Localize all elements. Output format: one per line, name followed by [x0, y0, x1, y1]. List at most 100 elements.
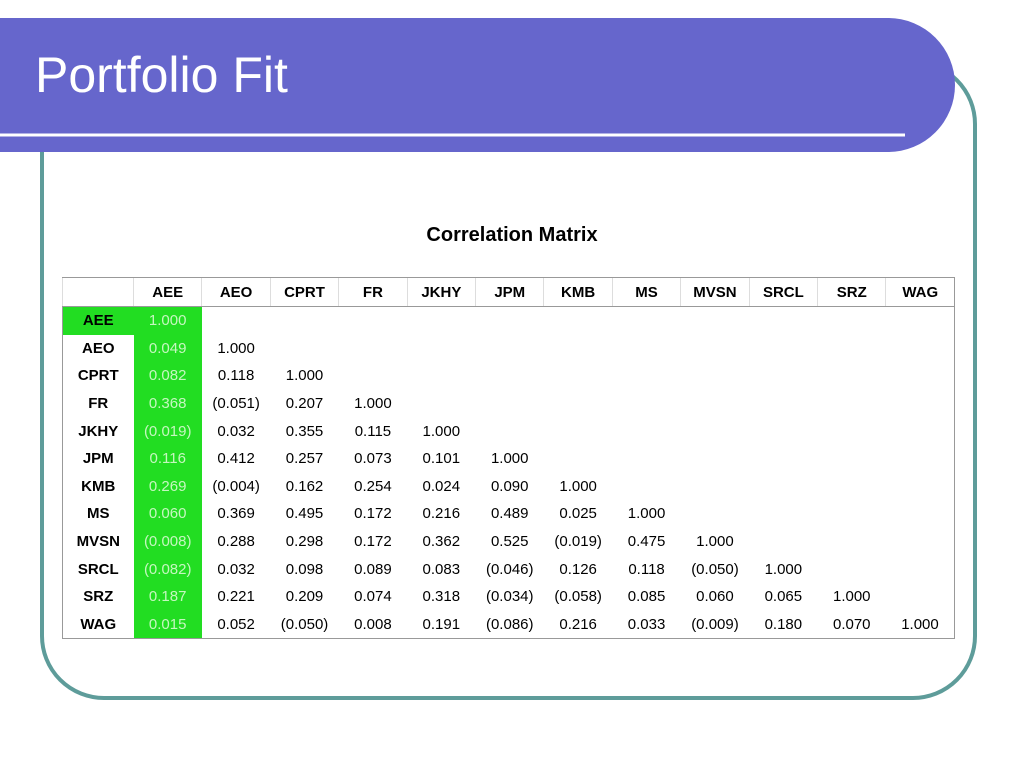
- empty-cell: [612, 307, 680, 335]
- table-cell: (0.050): [280, 615, 329, 633]
- empty-cell: [886, 528, 955, 556]
- row-header: JPM: [82, 450, 114, 468]
- column-header: SRZ: [817, 277, 886, 307]
- row-header: KMB: [81, 477, 116, 495]
- table-cell: 0.355: [285, 422, 324, 440]
- header-row: AEE AEO CPRT FR JKHY JPM KMB MS MVSN SRCL SRZ WAG: [62, 277, 955, 307]
- empty-cell: [544, 445, 612, 473]
- empty-cell: [681, 445, 749, 473]
- empty-cell: [749, 390, 817, 418]
- table-cell: 0.008: [354, 615, 392, 633]
- table-cell: (0.034): [485, 588, 534, 606]
- empty-cell: [681, 417, 749, 445]
- table-cell: 0.126: [559, 560, 597, 578]
- table-cell: (0.050): [691, 560, 739, 578]
- table-cell: 0.060: [133, 500, 202, 528]
- empty-cell: [749, 307, 817, 335]
- table-cell: 0.052: [217, 615, 255, 633]
- empty-cell: [886, 390, 955, 418]
- title-band: [0, 18, 955, 152]
- empty-cell: [681, 362, 749, 390]
- row-header: MVSN: [76, 533, 120, 551]
- table-cell: 1.000: [217, 339, 255, 357]
- table-cell: (0.019): [554, 533, 602, 551]
- empty-cell: [612, 335, 680, 363]
- table-row: MS 0.060 0.369 0.495 0.172 0.216 0.489 0.025 1.0…: [63, 500, 955, 528]
- table-cell: 0.475: [627, 533, 666, 551]
- table-cell: 1.000: [422, 422, 461, 440]
- empty-cell: [886, 583, 955, 611]
- column-header: JPM: [475, 277, 544, 307]
- column-header: MS: [611, 277, 681, 307]
- table-cell: 0.368: [133, 389, 202, 418]
- table-cell: 0.025: [559, 505, 597, 523]
- table-cell: 0.191: [422, 615, 461, 633]
- column-header: WAG: [885, 277, 955, 307]
- column-header: KMB: [543, 277, 613, 307]
- table-cell: 1.000: [764, 560, 803, 578]
- table-cell: 0.257: [285, 450, 324, 468]
- table-cell: 0.172: [354, 505, 392, 523]
- empty-cell: [476, 307, 544, 335]
- table-cell: 0.209: [285, 588, 324, 606]
- empty-cell: [749, 473, 817, 501]
- table-cell: 0.049: [133, 334, 202, 363]
- table-cell: (0.019): [133, 417, 202, 445]
- table-cell: 0.180: [764, 615, 803, 633]
- table-cell: 0.187: [133, 582, 202, 611]
- table-cell: 0.085: [627, 588, 666, 606]
- empty-cell: [476, 417, 544, 445]
- empty-cell: [818, 473, 886, 501]
- table-cell: 0.318: [422, 588, 461, 606]
- table-cell: 0.032: [217, 560, 255, 578]
- table-cell: 0.495: [285, 505, 324, 523]
- empty-cell: [749, 417, 817, 445]
- empty-cell: [681, 307, 749, 335]
- table-cell: 0.269: [133, 472, 202, 501]
- table-cell: 0.118: [628, 560, 665, 578]
- column-header: JKHY: [406, 277, 476, 307]
- empty-cell: [407, 307, 475, 335]
- table-cell: 1.000: [133, 306, 202, 335]
- empty-cell: [339, 335, 407, 363]
- empty-cell: [544, 335, 612, 363]
- column-header: SRCL: [748, 277, 818, 307]
- empty-cell: [612, 390, 680, 418]
- table-row: CPRT 0.082 0.118 1.000: [63, 362, 955, 390]
- table-row: JPM 0.116 0.412 0.257 0.073 0.101 1.000: [63, 444, 955, 473]
- empty-cell: [886, 445, 955, 473]
- table-cell: 0.070: [832, 615, 871, 633]
- empty-cell: [544, 362, 612, 390]
- row-header: SRZ: [83, 588, 114, 606]
- table-cell: 0.216: [422, 505, 461, 523]
- empty-cell: [818, 390, 886, 418]
- table-row: SRZ 0.187 0.221 0.209 0.074 0.318 (0.034) (0.05…: [63, 582, 955, 611]
- table-cell: (0.009): [691, 615, 739, 633]
- table-cell: 0.082: [133, 362, 202, 390]
- empty-cell: [818, 528, 886, 556]
- table-cell: 0.116: [133, 444, 202, 473]
- row-header: AEE: [62, 306, 134, 335]
- table-cell: 1.000: [696, 533, 734, 551]
- table-cell: 0.024: [422, 477, 461, 495]
- empty-cell: [681, 500, 749, 528]
- empty-cell: [749, 445, 817, 473]
- empty-cell: [407, 362, 475, 390]
- table-cell: 0.015: [133, 610, 202, 639]
- empty-cell: [202, 307, 270, 335]
- table-cell: 1.000: [285, 367, 324, 385]
- table-cell: 1.000: [832, 588, 871, 606]
- table-cell: 0.033: [627, 615, 666, 633]
- empty-cell: [818, 307, 886, 335]
- empty-cell: [476, 390, 544, 418]
- table-cell: 0.115: [354, 422, 392, 440]
- table-cell: 0.207: [285, 395, 324, 413]
- empty-cell: [818, 500, 886, 528]
- empty-cell: [339, 307, 407, 335]
- table-cell: 1.000: [559, 477, 597, 495]
- table-cell: 0.101: [422, 450, 461, 468]
- table-row: MVSN (0.008) 0.288 0.298 0.172 0.362 0.525 (0.0…: [63, 527, 955, 556]
- table-cell: 0.254: [354, 477, 392, 495]
